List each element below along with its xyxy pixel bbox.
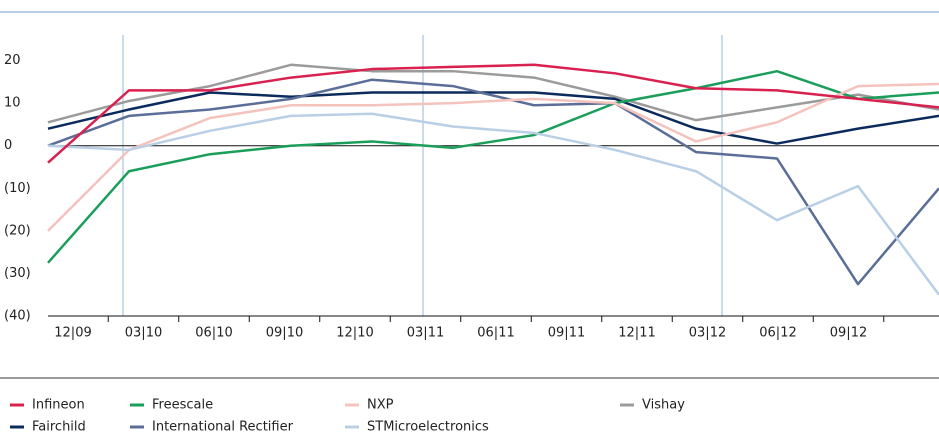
legend-label: STMicroelectronics — [367, 420, 489, 435]
x-tick-label: 09|11 — [548, 326, 585, 341]
x-tick-label: 03|12 — [689, 326, 726, 341]
series-line — [47, 82, 939, 232]
series-line — [47, 63, 939, 124]
y-tick-label: (40) — [4, 309, 31, 324]
y-tick-label: 10 — [4, 96, 21, 111]
x-tick-label: 12|11 — [618, 326, 655, 341]
legend-label: Vishay — [642, 398, 685, 413]
y-tick-label: 20 — [4, 53, 21, 68]
series-line — [47, 78, 939, 286]
y-tick-label: 0 — [4, 138, 12, 153]
legend-label: Fairchild — [32, 420, 86, 435]
x-tick-label: 06|12 — [759, 326, 796, 341]
x-tick-label: 06|11 — [477, 326, 514, 341]
x-tick-label: 03|10 — [125, 326, 162, 341]
legend-label: International Rectifier — [152, 420, 294, 435]
series-line — [47, 112, 939, 296]
x-tick-label: 09|10 — [266, 326, 303, 341]
x-tick-label: 03|11 — [407, 326, 444, 341]
y-tick-label: (30) — [4, 266, 31, 281]
legend-label: NXP — [367, 398, 394, 413]
y-tick-label: (10) — [4, 181, 31, 196]
series-line — [47, 69, 939, 264]
y-tick-label: (20) — [4, 223, 31, 238]
series-line — [47, 63, 939, 164]
x-tick-label: 12|09 — [54, 326, 91, 341]
legend-label: Infineon — [32, 398, 85, 413]
legend-label: Freescale — [152, 398, 213, 413]
x-tick-label: 12|10 — [336, 326, 373, 341]
series-line — [47, 91, 939, 145]
x-tick-label: 09|12 — [830, 326, 867, 341]
x-tick-label: 06|10 — [195, 326, 232, 341]
